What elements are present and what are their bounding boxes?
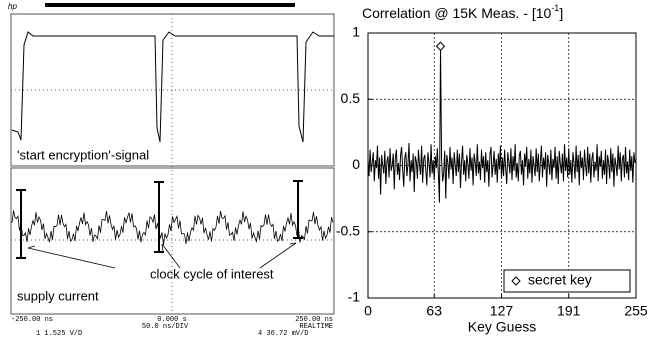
x-tick-label: 127	[490, 303, 514, 319]
arrow-label: clock cycle of interest	[150, 266, 274, 281]
y-tick-label: 1	[352, 24, 360, 40]
figure: hp 'start encryption'-signal supply curr…	[0, 0, 657, 340]
chart-title: Correlation @ 15K Meas. - [10-1]	[362, 3, 563, 20]
footer-text: 1 1.525 V/D	[36, 330, 82, 338]
y-tick-label: -1	[348, 289, 361, 305]
plot: -1 -0.5 0 0.5 1 0 63 127 191 255 secret key	[336, 24, 648, 319]
supply-trace	[12, 211, 333, 245]
marker	[437, 42, 445, 50]
title-text: Correlation @ 15K Meas. - [10	[362, 5, 552, 21]
title-suffix: ]	[559, 5, 563, 21]
x-tick-label: 0	[364, 303, 372, 319]
lower-label: supply current	[17, 288, 99, 303]
x-tick-label: 63	[426, 303, 442, 319]
x-tick-label: 191	[557, 303, 581, 319]
footer-text: 50.0 ns/DIV	[142, 323, 189, 331]
y-tick-label: 0	[352, 156, 360, 172]
x-axis-label: Key Guess	[468, 319, 536, 335]
record-bar	[45, 3, 295, 7]
title-superscript: -1	[551, 3, 559, 13]
y-tick-label: 0.5	[341, 90, 361, 106]
trigger-trace	[12, 32, 334, 142]
x-tick-label: 255	[624, 303, 648, 319]
arrows	[28, 243, 296, 268]
scope-screenshot: hp 'start encryption'-signal supply curr…	[8, 2, 334, 338]
line	[368, 46, 636, 202]
footer-text: 4 36.72 mV/D	[258, 330, 308, 338]
y-tick-label: -0.5	[336, 222, 360, 238]
upper-label: 'start encryption'-signal	[17, 147, 149, 162]
scope-logo: hp	[8, 2, 17, 11]
footer-text: -250.00 ns	[11, 316, 53, 324]
legend-label: secret key	[528, 272, 592, 288]
